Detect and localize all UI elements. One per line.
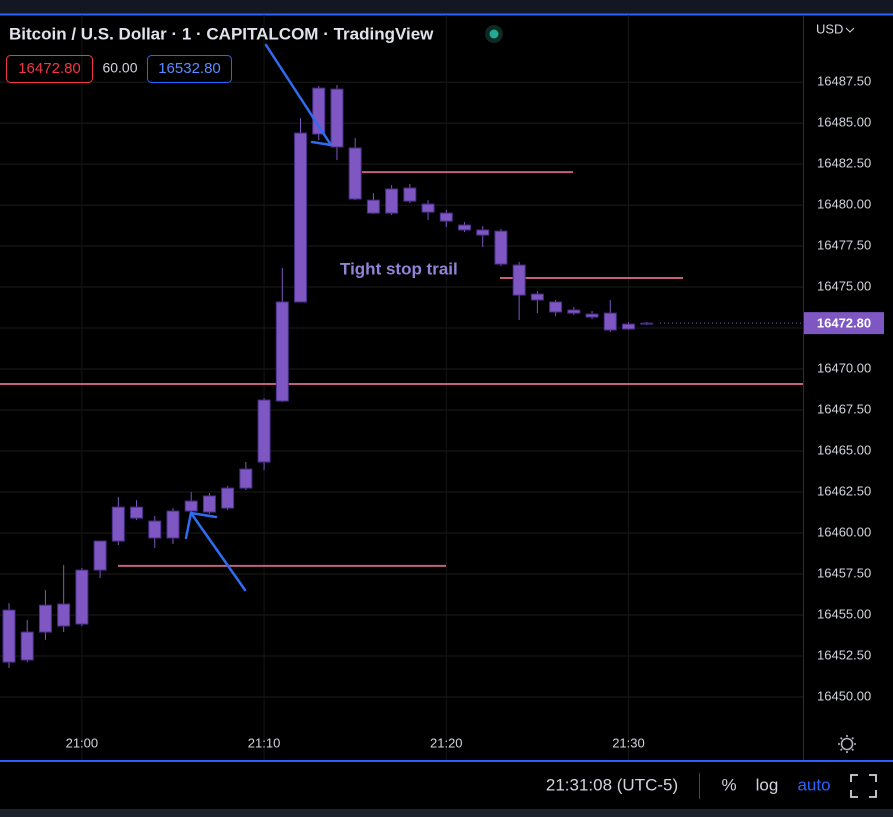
y-tick-label: 16465.00 bbox=[817, 442, 871, 457]
grid bbox=[0, 15, 803, 760]
fullscreen-icon[interactable] bbox=[850, 774, 877, 798]
candle-body bbox=[621, 323, 635, 330]
candle-body bbox=[38, 604, 52, 633]
status-dot bbox=[489, 29, 499, 39]
candle-body bbox=[148, 520, 162, 539]
y-tick-label: 16482.50 bbox=[817, 156, 871, 171]
candle-body bbox=[421, 203, 435, 213]
candle-body bbox=[294, 132, 308, 303]
candle-body bbox=[93, 540, 107, 571]
candles bbox=[2, 85, 654, 669]
candle-body bbox=[111, 506, 125, 542]
percent-button[interactable]: % bbox=[721, 775, 736, 794]
candle-body bbox=[585, 313, 599, 318]
bottom-bar bbox=[0, 761, 893, 817]
x-tick-label: 21:30 bbox=[612, 735, 645, 750]
log-button[interactable]: log bbox=[756, 775, 779, 794]
candle-body bbox=[549, 301, 563, 313]
last-price-label: 16472.80 bbox=[817, 316, 871, 331]
y-tick-label: 16457.50 bbox=[817, 565, 871, 580]
ask-box[interactable] bbox=[147, 55, 232, 83]
spread: 60.00 bbox=[102, 60, 137, 76]
currency[interactable]: USD bbox=[816, 21, 843, 36]
candle-body bbox=[330, 88, 344, 148]
y-tick-label: 16477.50 bbox=[817, 237, 871, 252]
candle-body bbox=[512, 264, 526, 296]
y-tick-label: 16460.00 bbox=[817, 524, 871, 539]
y-tick-label: 16470.00 bbox=[817, 360, 871, 375]
y-tick-label: 16467.50 bbox=[817, 401, 871, 416]
candle-body bbox=[439, 212, 453, 222]
y-tick-label: 16455.00 bbox=[817, 606, 871, 621]
currency-caret bbox=[845, 27, 855, 33]
last-price-box bbox=[804, 312, 884, 335]
settings-icon[interactable] bbox=[838, 735, 856, 753]
clock: 21:31:08 (UTC-5) bbox=[546, 775, 678, 794]
candle-body bbox=[494, 230, 508, 265]
bottom-edge bbox=[0, 809, 893, 817]
arrow-head bbox=[310, 140, 333, 147]
candle-body bbox=[257, 399, 271, 463]
chart-title: Bitcoin / U.S. Dollar · 1 · CAPITALCOM ·… bbox=[9, 24, 434, 43]
x-tick-label: 21:10 bbox=[248, 735, 281, 750]
candle-body bbox=[348, 147, 362, 200]
candle-body bbox=[366, 199, 380, 214]
x-tick-label: 21:20 bbox=[430, 735, 463, 750]
arrows bbox=[184, 43, 333, 592]
candle-body bbox=[640, 322, 654, 325]
levels bbox=[0, 171, 803, 567]
candle-body bbox=[530, 293, 544, 301]
bid-box[interactable] bbox=[6, 55, 93, 83]
candle-body bbox=[75, 569, 89, 625]
arrow-head bbox=[184, 511, 193, 540]
candle-body bbox=[221, 487, 235, 509]
y-tick-label: 16452.50 bbox=[817, 647, 871, 662]
candle-body bbox=[239, 468, 253, 489]
candle-body bbox=[57, 603, 71, 627]
candle-body bbox=[202, 495, 216, 513]
candle-body bbox=[458, 224, 471, 231]
candle-body bbox=[130, 506, 144, 519]
y-tick-label: 16462.50 bbox=[817, 483, 871, 498]
candle-body bbox=[20, 631, 34, 661]
arrow bbox=[264, 43, 333, 147]
annotation: Tight stop trail bbox=[340, 259, 458, 278]
top-bar bbox=[0, 0, 893, 14]
y-tick-label: 16487.50 bbox=[817, 74, 871, 89]
bid[interactable]: 16472.80 bbox=[18, 60, 81, 77]
candle-body bbox=[184, 500, 198, 512]
y-tick-label: 16450.00 bbox=[817, 688, 871, 703]
candle-body bbox=[567, 309, 581, 314]
arrow bbox=[189, 511, 247, 592]
candle-body bbox=[603, 312, 617, 331]
y-tick-label: 16485.00 bbox=[817, 115, 871, 130]
candle-body bbox=[2, 609, 16, 663]
candle-body bbox=[476, 229, 490, 236]
y-tick-label: 16475.00 bbox=[817, 278, 871, 293]
x-tick-label: 21:00 bbox=[66, 735, 99, 750]
candle-body bbox=[403, 187, 417, 202]
arrow-head bbox=[189, 511, 218, 519]
candle-body bbox=[166, 510, 180, 539]
y-tick-label: 16480.00 bbox=[817, 197, 871, 212]
candle-body bbox=[385, 188, 399, 214]
candle-body bbox=[275, 301, 289, 402]
ask[interactable]: 16532.80 bbox=[158, 60, 221, 77]
auto-button[interactable]: auto bbox=[797, 775, 830, 794]
